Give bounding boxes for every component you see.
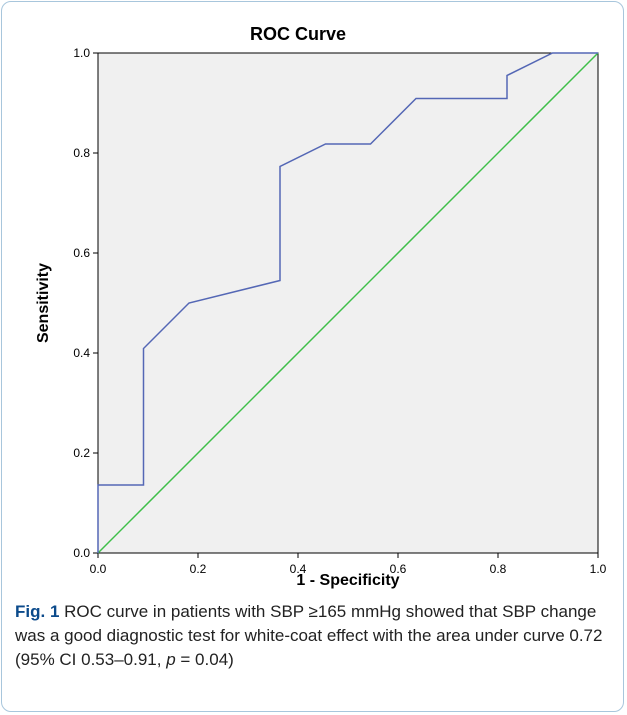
series-layer [97,52,599,554]
y-tick-label: 0.0 [73,546,90,560]
x-tick-label: 0.8 [490,562,507,576]
y-axis: 0.0 0.2 0.4 0.6 0.8 1.0 [73,46,98,560]
y-tick-label: 1.0 [73,46,90,60]
y-axis-label: Sensitivity [35,263,52,343]
roc-curve-line [97,52,598,553]
caption-p-value: = 0.04) [175,650,234,669]
caption-p-symbol: p [166,650,176,669]
x-axis: 0.0 0.2 0.4 0.6 0.8 1.0 [90,553,607,576]
figure-label: Fig. 1 [15,602,60,621]
reference-diagonal-line [97,52,599,554]
chart-title: ROC Curve [250,24,346,44]
roc-chart: ROC Curve 0.00.20.40.60.81.0 0.0 0.2 0.4 0.… [35,24,607,589]
x-tick-label: 0.0 [90,562,107,576]
x-tick-label: 0.4 [290,562,307,576]
y-tick-label: 0.4 [73,346,90,360]
caption-text: ROC curve in patients with SBP ≥165 mmHg… [15,602,603,669]
figure-caption: Fig. 1 ROC curve in patients with SBP ≥1… [15,600,615,672]
y-tick-label: 0.2 [73,446,90,460]
x-tick-label: 0.6 [390,562,407,576]
y-tick-label: 0.6 [73,246,90,260]
x-tick-label: 1.0 [590,562,607,576]
x-axis-label: 1 - Specificity [296,572,399,589]
y-tick-label: 0.8 [73,146,90,160]
x-tick-label: 0.2 [190,562,207,576]
